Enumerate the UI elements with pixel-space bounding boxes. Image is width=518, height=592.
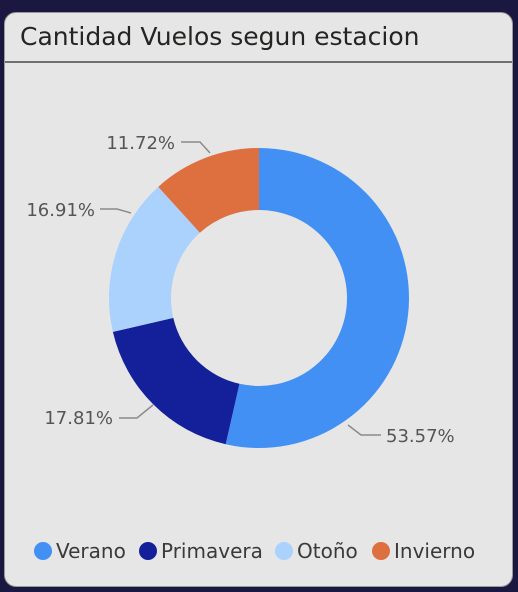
data-label-primavera: 17.81% [44, 408, 113, 429]
legend-label-invierno[interactable]: Invierno [394, 539, 475, 563]
legend-label-primavera[interactable]: Primavera [161, 539, 263, 563]
legend-marker-verano[interactable] [34, 542, 52, 560]
donut-chart: 53.57% 17.81% 16.91% 11.72% Verano Primavera O… [26, 133, 475, 563]
title-divider [5, 61, 512, 63]
legend-label-verano[interactable]: Verano [56, 539, 126, 563]
slice-primavera[interactable] [112, 317, 240, 445]
legend-marker-invierno[interactable] [372, 542, 390, 560]
slice-invierno[interactable] [158, 148, 259, 233]
chart-title: Cantidad Vuelos segun estacion [20, 22, 420, 51]
chart-card: Cantidad Vuelos segun estacion 53.57% 17.… [4, 12, 513, 587]
legend-label-otoño[interactable]: Otoño [297, 539, 358, 563]
legend-marker-otoño[interactable] [275, 542, 293, 560]
leader-line [119, 404, 154, 419]
legend-marker-primavera[interactable] [139, 542, 157, 560]
data-label-verano: 53.57% [386, 426, 455, 447]
leader-line [347, 424, 381, 436]
leader-line [181, 141, 211, 154]
slice-verano[interactable] [225, 148, 409, 448]
data-label-otoño: 16.91% [26, 200, 95, 221]
leader-line [100, 208, 132, 214]
data-label-invierno: 11.72% [106, 133, 175, 154]
slice-otoño[interactable] [109, 186, 200, 332]
